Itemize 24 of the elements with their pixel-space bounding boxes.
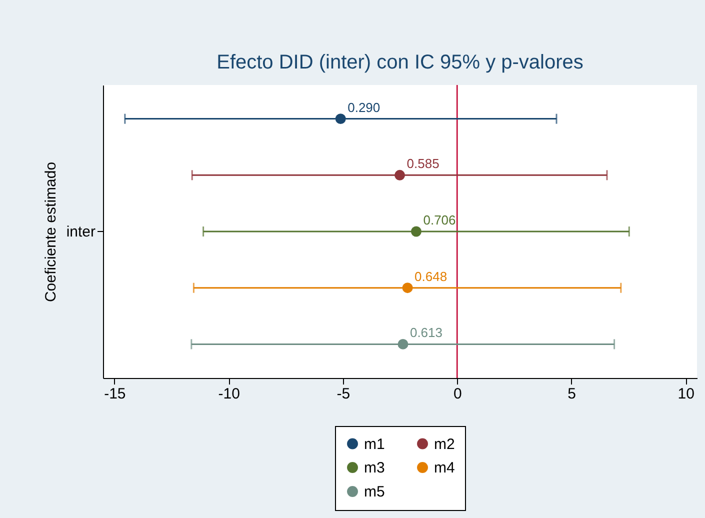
- legend-label: m4: [434, 460, 455, 476]
- legend-label: m2: [434, 436, 455, 453]
- point: [394, 170, 406, 180]
- x-tick-label: 10: [678, 386, 694, 402]
- x-tick-label: 0: [453, 386, 462, 402]
- y-axis-title: Coeficiente estimado: [42, 162, 60, 302]
- point: [398, 338, 408, 350]
- y-tick-label: inter: [66, 224, 96, 240]
- annotation: 0.613: [410, 325, 443, 340]
- legend-label: m5: [364, 484, 385, 500]
- annotation: 0.648: [414, 268, 448, 284]
- annotation: 0.706: [423, 212, 456, 228]
- legend-label: m3: [364, 460, 385, 476]
- x-tick-label: -5: [336, 386, 350, 402]
- chart-title: Efecto DID (inter) con IC 95% y p-valores: [216, 51, 584, 74]
- x-tick-label: -15: [104, 386, 126, 402]
- legend-label: m1: [364, 436, 385, 453]
- x-tick-label: -10: [218, 386, 240, 402]
- point: [335, 114, 346, 124]
- annotation: 0.585: [406, 156, 440, 172]
- annotation: 0.290: [348, 100, 380, 115]
- point: [402, 282, 413, 294]
- point: [410, 226, 422, 237]
- x-tick-label: 5: [568, 386, 576, 402]
